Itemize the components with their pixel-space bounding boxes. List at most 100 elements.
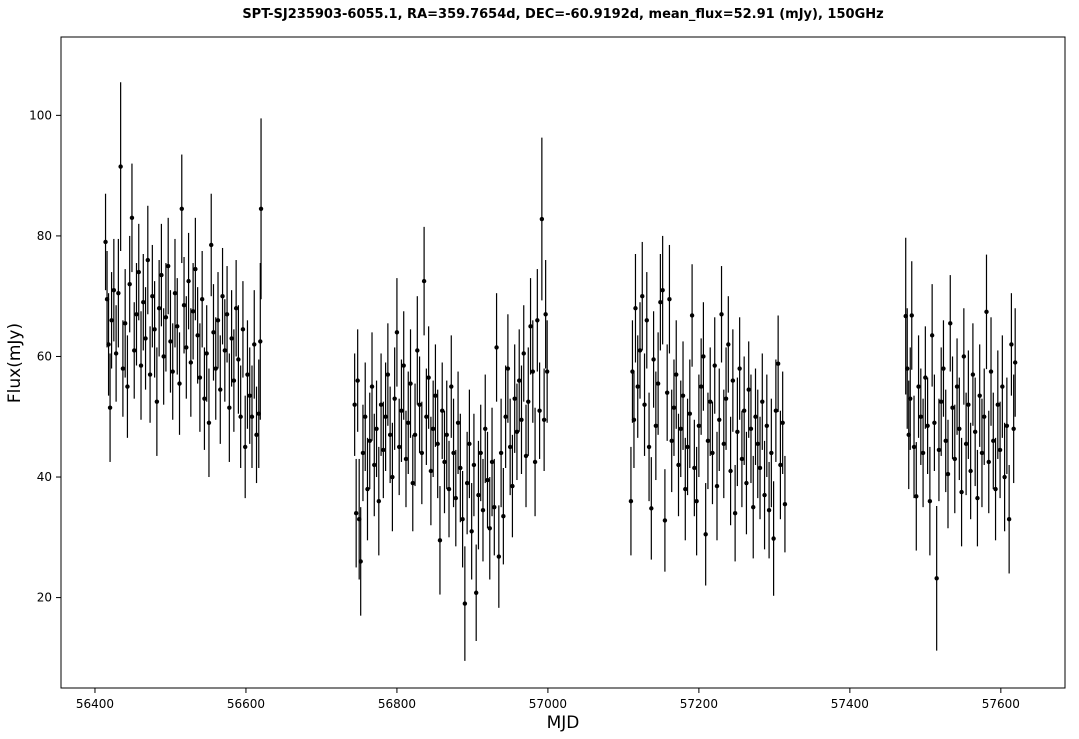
data-point [186, 278, 191, 284]
data-point [245, 372, 250, 377]
data-point [211, 330, 216, 335]
data-point [227, 405, 232, 410]
data-point [662, 518, 668, 523]
data-point [507, 444, 513, 450]
data-point [449, 384, 454, 389]
data-point [396, 444, 402, 450]
data-point [1004, 423, 1010, 428]
data-point [498, 450, 504, 456]
data-point [979, 450, 985, 456]
data-point [712, 363, 717, 368]
data-point [943, 438, 948, 444]
data-point [406, 420, 411, 425]
data-point [929, 333, 935, 338]
data-point [640, 293, 645, 299]
data-point [163, 315, 169, 320]
data-point [760, 399, 765, 404]
data-point [496, 554, 502, 559]
data-point [199, 297, 205, 302]
x-tick-label: 56400 [76, 697, 114, 711]
y-tick-label: 100 [29, 108, 52, 122]
y-tick-label: 40 [37, 470, 52, 484]
data-point [544, 369, 550, 374]
y-tick-label: 20 [37, 591, 52, 605]
data-point [1002, 474, 1007, 480]
data-point [147, 372, 153, 377]
data-point [512, 396, 517, 401]
data-point [651, 357, 656, 362]
data-point [658, 300, 663, 305]
data-point [671, 405, 677, 410]
data-point [209, 242, 214, 248]
data-point [143, 336, 148, 341]
data-point [719, 312, 724, 317]
data-point [517, 378, 522, 383]
data-point [932, 420, 937, 425]
data-point [927, 498, 933, 504]
data-point [945, 471, 951, 477]
data-point [997, 447, 1003, 453]
data-point [446, 486, 452, 492]
data-point [737, 366, 742, 371]
data-point [528, 324, 533, 329]
y-axis-ticks: 20 40 60 80 100 [29, 108, 61, 605]
data-point [631, 417, 637, 422]
data-point [111, 287, 117, 293]
data-point [127, 281, 132, 287]
data-point [394, 330, 400, 335]
data-point [764, 423, 770, 428]
data-point [471, 462, 477, 468]
data-point [138, 363, 144, 368]
data-point [132, 348, 137, 353]
data-point [966, 402, 971, 407]
data-point [109, 318, 114, 323]
data-point [703, 532, 708, 537]
data-point [120, 366, 126, 371]
data-point [701, 354, 706, 359]
data-point [181, 303, 187, 308]
data-point [492, 504, 497, 510]
data-point [984, 309, 989, 315]
data-point [355, 378, 360, 383]
data-point [941, 366, 946, 371]
data-point [473, 590, 479, 595]
data-point [746, 387, 751, 392]
data-point [150, 293, 155, 299]
data-point [390, 474, 395, 480]
data-point [732, 510, 738, 516]
data-point [696, 423, 702, 428]
data-point [757, 465, 763, 471]
data-point [730, 378, 736, 383]
data-point [903, 313, 908, 319]
data-point [543, 312, 548, 317]
plot-frame [60, 36, 1066, 689]
data-point [159, 272, 164, 278]
data-point [669, 438, 674, 444]
data-point [455, 420, 461, 425]
data-point [152, 327, 157, 332]
data-point [363, 414, 368, 419]
x-axis-label: MJD [547, 713, 580, 733]
data-point [478, 450, 483, 456]
x-tick-label: 56800 [378, 697, 416, 711]
data-point [435, 441, 440, 447]
data-point [125, 384, 130, 389]
data-point [460, 517, 465, 522]
data-point [728, 468, 733, 474]
data-point [401, 363, 406, 368]
data-point [381, 447, 386, 453]
data-point [175, 324, 180, 329]
chart-title: SPT-SJ235903-6055.1, RA=359.7654d, DEC=-… [242, 7, 883, 22]
data-point [642, 402, 647, 407]
data-point [247, 393, 252, 398]
data-point [392, 396, 397, 401]
data-point [376, 498, 382, 504]
data-point [775, 361, 781, 366]
data-point [188, 360, 194, 365]
x-axis-ticks: 56400 56600 56800 57000 57200 57400 57600 [76, 688, 1020, 711]
data-point [923, 375, 928, 380]
data-point [510, 483, 515, 489]
data-point [352, 402, 357, 407]
data-point [689, 313, 695, 318]
data-point [526, 399, 531, 404]
